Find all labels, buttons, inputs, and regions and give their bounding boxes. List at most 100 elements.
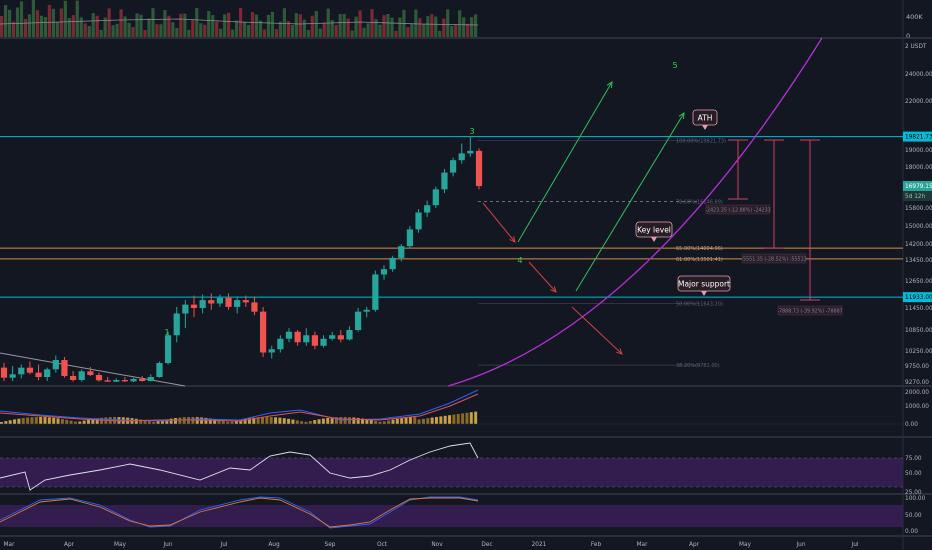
candle [251,302,258,312]
volume-bar [95,15,99,37]
callout-text: Key level [637,226,671,235]
price-tick: 11450.00 [905,306,932,312]
macd-histogram-bar [239,419,243,424]
price-tick: 9750.00 [905,364,929,370]
macd-histogram-bar [369,420,373,424]
measure-label: -5551.35 (-28.52%) -55513 [741,257,806,263]
x-axis-label: Mar [4,542,16,548]
volume-bar [374,19,378,37]
macd-histogram-bar [261,417,264,424]
candle [424,205,431,213]
volume-bar [362,27,366,37]
macd-histogram-bar [65,419,69,424]
macd-histogram-bar [361,418,365,424]
price-badge [903,292,932,303]
macd-histogram-bar [226,421,230,424]
candle [380,269,388,275]
macd-histogram-bar [339,417,343,424]
macd-histogram-bar [278,417,282,424]
volume-bar [466,23,470,37]
macd-histogram-bar [178,417,182,424]
callout: Key level [635,221,673,242]
volume-bar [199,23,203,37]
macd-histogram-bar [430,417,434,424]
price-tick: 9270.00 [905,380,929,386]
macd-histogram-bar [282,418,286,424]
candle [277,338,284,350]
candle [9,374,16,378]
macd-histogram-bar [469,412,473,424]
macd-histogram-bar [391,419,395,424]
fib-label: 78.60%(16146.89) [676,200,723,206]
volume-bar [83,23,87,37]
stoch-k [0,496,479,529]
volume-bar [394,30,398,37]
volume-bar [282,8,287,37]
macd-histogram-bar [69,420,73,424]
callout-text: ATH [698,114,713,123]
x-axis-label: Aug [268,542,280,548]
volume-bar [127,22,131,37]
macd-histogram-bar [8,420,12,424]
candle [259,311,267,353]
candle [87,371,94,375]
wave-label: 4 [517,256,522,265]
volume-bar [438,30,442,37]
x-axis-label: Nov [431,542,443,548]
volume-bar [298,14,302,37]
x-axis-label: Jul [220,542,228,548]
arrow-head [606,81,613,89]
volume-bar [302,19,306,37]
volume-bar [346,18,350,37]
time-axis: Mar Apr May Jun Jul Aug Sep Oct Nov Dec 2021 Feb Mar… [4,542,859,548]
macd-histogram-bar [21,418,25,424]
candle [311,335,319,346]
fib-label: 65.00%(14004.96) [676,246,723,252]
macd-histogram-bar [156,421,160,424]
volume-bar [426,16,430,37]
candle [121,380,129,382]
stoch-tick: 50.00 [905,513,922,519]
macd-histogram-bar [348,417,351,424]
volume-bar [27,14,32,37]
volume-bar [207,11,211,37]
macd-histogram-bar [13,419,17,424]
candle [398,246,405,258]
macd-pane: 2000.00 1000.00 0.00 [0,389,929,428]
price-tick: 15000.00 [905,224,932,230]
candle [26,367,34,373]
macd-histogram-bar [313,420,317,424]
volume-bar [3,5,8,38]
callout: Major support [677,275,731,296]
red-arrow [528,261,557,293]
measure-box [777,305,843,316]
volume-bar [358,10,362,37]
volume-pane: 400K 0 [0,0,923,40]
stoch-tick: 0.00 [905,529,918,535]
arrow-head [550,286,557,293]
macd-histogram-bar [169,418,173,424]
macd-histogram-bar [0,422,3,424]
macd-histogram-bar [465,412,469,424]
macd-histogram-bar [413,417,417,424]
volume-bar [458,10,462,37]
macd-histogram-bar [139,419,143,424]
macd-histogram-bar [395,418,399,424]
macd-histogram-bar [160,420,164,424]
volume-bar [191,19,195,37]
price-tick: 24000.00 [905,72,932,78]
volume-bar [139,14,143,38]
candle [329,335,336,339]
macd-histogram-bar [217,419,221,424]
x-axis-label: Apr [64,542,75,548]
volume-bar [370,9,374,38]
volume-bar [446,9,450,38]
volume-bar [219,28,223,37]
measure-label: -2423.35 (-12.88%) -24233 [705,208,770,214]
volume-bar [410,24,414,37]
macd-histogram-bar [382,421,386,424]
candle [346,330,353,340]
macd-histogram-bar [400,418,404,424]
candle [190,304,198,308]
